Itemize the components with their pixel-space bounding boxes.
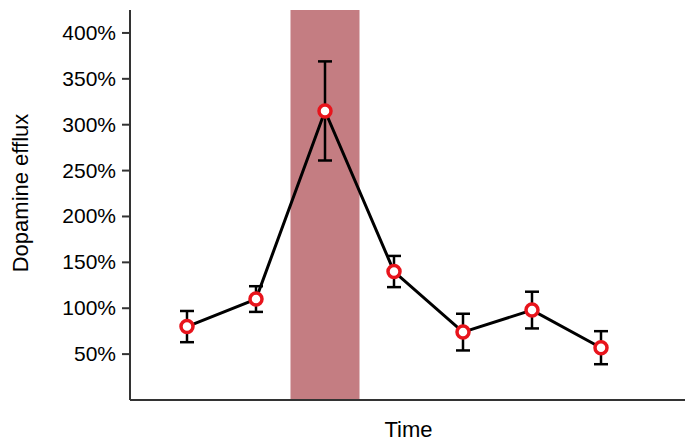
point-marker xyxy=(181,321,193,333)
y-tick-label: 50% xyxy=(74,342,116,365)
y-tick-label: 300% xyxy=(62,113,116,136)
plot-area xyxy=(180,61,608,364)
error-bar xyxy=(318,61,332,160)
error-cap xyxy=(180,310,194,313)
y-tick xyxy=(122,307,130,309)
point-marker xyxy=(457,326,469,338)
y-tick xyxy=(122,170,130,172)
y-tick-label: 200% xyxy=(62,204,116,227)
y-tick xyxy=(122,261,130,263)
chart-svg: 50% 100% 150% 200% 250% 300% 350% 400% Time Dopam… xyxy=(0,0,690,444)
point-marker xyxy=(595,342,607,354)
point-marker xyxy=(526,304,538,316)
y-tick xyxy=(122,215,130,217)
y-tick xyxy=(122,32,130,34)
point-marker xyxy=(319,105,331,117)
error-bar xyxy=(594,331,608,364)
error-cap xyxy=(456,312,470,315)
error-cap xyxy=(387,286,401,289)
point-marker xyxy=(250,293,262,305)
x-axis xyxy=(130,399,685,401)
y-axis-label: Dopamine efflux xyxy=(8,114,33,273)
error-cap xyxy=(525,290,539,293)
error-cap xyxy=(318,60,332,63)
y-tick xyxy=(122,353,130,355)
x-axis-label: Time xyxy=(384,417,432,442)
error-cap xyxy=(249,311,263,314)
error-cap xyxy=(594,330,608,333)
error-bar xyxy=(525,292,539,329)
y-tick xyxy=(122,78,130,80)
y-tick-label: 150% xyxy=(62,250,116,273)
point-marker xyxy=(388,266,400,278)
error-cap xyxy=(180,341,194,344)
series-line xyxy=(187,111,601,348)
y-tick-label: 100% xyxy=(62,296,116,319)
error-cap xyxy=(594,363,608,366)
y-tick-label: 400% xyxy=(62,21,116,44)
y-axis xyxy=(129,10,131,400)
chart-container: 50% 100% 150% 200% 250% 300% 350% 400% Time Dopam… xyxy=(0,0,690,444)
y-tick-label: 250% xyxy=(62,159,116,182)
error-bar xyxy=(180,311,194,342)
error-cap xyxy=(318,159,332,162)
error-cap xyxy=(456,349,470,352)
y-tick xyxy=(122,124,130,126)
error-bar xyxy=(249,286,263,312)
error-bar xyxy=(456,314,470,351)
y-tick-label: 350% xyxy=(62,67,116,90)
highlight-band xyxy=(291,10,360,400)
error-cap xyxy=(525,327,539,330)
